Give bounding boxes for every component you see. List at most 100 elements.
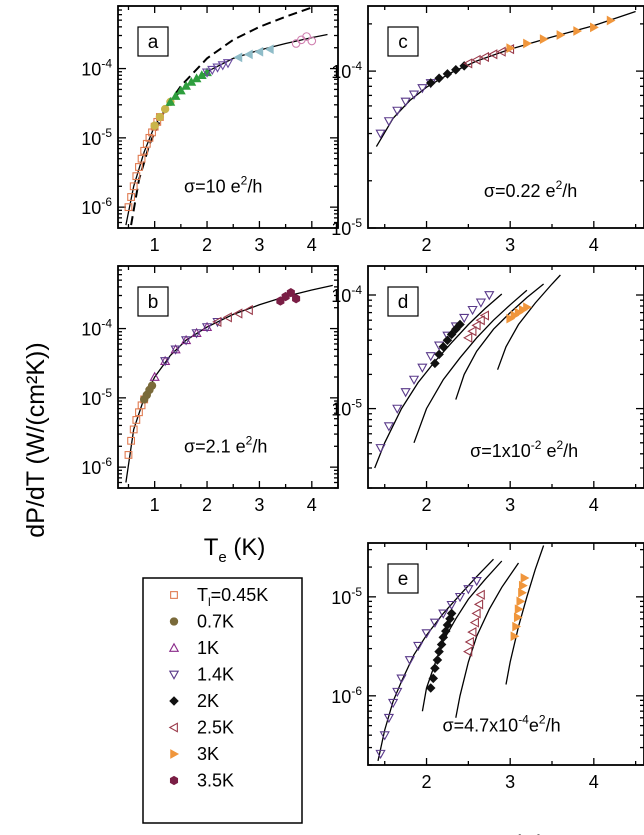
series-c-3 <box>506 15 616 54</box>
data-point <box>243 304 253 316</box>
data-point <box>375 444 386 454</box>
data-points-c <box>375 15 616 139</box>
data-point <box>425 683 436 693</box>
panel-label-a: a <box>137 26 169 57</box>
series-d-1 <box>430 319 465 369</box>
data-point <box>488 49 498 60</box>
data-point <box>459 313 470 324</box>
data-point <box>438 342 449 352</box>
data-point <box>165 96 176 106</box>
data-point <box>404 656 415 666</box>
data-point <box>471 608 481 619</box>
data-point <box>160 104 170 114</box>
y-tick-label: 10-6 <box>81 455 112 478</box>
data-point <box>243 49 253 60</box>
data-point <box>463 332 473 343</box>
panel-label-c: c <box>387 26 419 57</box>
panel-e: 2 3 4 10-6 10-5 e σ=4.7x10-4e2/h Te (K) <box>331 542 644 835</box>
legend-marker <box>168 642 180 652</box>
data-point <box>392 106 403 116</box>
series-e-2 <box>463 589 485 657</box>
data-point <box>506 313 516 324</box>
legend-marker <box>170 749 180 759</box>
data-point <box>408 375 420 385</box>
data-point <box>473 599 484 610</box>
data-point <box>150 121 159 130</box>
data-point <box>436 639 447 650</box>
x-tick-label: 4 <box>589 772 599 792</box>
y-ticks-b <box>118 265 338 489</box>
data-point <box>510 310 520 321</box>
data-point <box>518 587 527 598</box>
data-point <box>212 317 223 328</box>
data-point <box>518 304 528 315</box>
data-point <box>379 731 390 741</box>
y-tick-label: 10-4 <box>81 317 112 340</box>
series-c-2 <box>463 44 515 69</box>
series-e-0 <box>375 576 482 760</box>
x-tick-label: 1 <box>150 495 160 515</box>
fit-line-d-3 <box>496 274 561 370</box>
data-point <box>149 371 160 381</box>
legend-label: 2.5K <box>197 718 234 738</box>
legend-marker <box>170 591 178 599</box>
y-ticks-d <box>368 294 644 489</box>
series-e-3 <box>510 573 530 642</box>
x-tick-label: 2 <box>202 235 212 255</box>
data-point <box>132 172 141 181</box>
panel-label-e: e <box>387 563 419 594</box>
data-point <box>417 363 428 373</box>
y-ticks-a <box>118 5 338 229</box>
panel-c: 2 3 4 10-5 10-4 c σ=0.22 e2/h <box>331 5 644 255</box>
legend-label: 2K <box>197 691 219 711</box>
data-point <box>400 97 411 107</box>
data-point <box>518 580 528 591</box>
x-tick-label: 4 <box>307 495 317 515</box>
annotation-b: σ=2.1 e2/h <box>184 433 267 456</box>
data-point <box>441 626 451 636</box>
data-point <box>392 404 403 414</box>
data-point <box>438 609 449 619</box>
data-point <box>148 128 156 137</box>
x-tick-label: 4 <box>589 235 599 255</box>
data-point <box>446 608 457 619</box>
legend-label: 3.5K <box>197 771 234 791</box>
y-tick-label: 10-4 <box>331 59 362 82</box>
data-point <box>292 294 301 304</box>
legend-frame <box>142 577 303 824</box>
data-point <box>264 44 274 55</box>
x-ticks-a <box>127 6 339 228</box>
data-point <box>408 90 420 100</box>
data-point <box>135 163 143 171</box>
data-point <box>467 627 477 638</box>
data-point <box>446 329 457 340</box>
x-tick-label: 3 <box>505 495 515 515</box>
data-point <box>429 618 441 628</box>
plot-frame-e <box>367 542 644 766</box>
data-point <box>212 316 222 327</box>
data-point <box>375 749 386 760</box>
data-point <box>170 345 181 355</box>
data-point <box>434 646 444 657</box>
data-point <box>496 46 506 57</box>
data-point <box>396 674 407 684</box>
series-a-3 <box>201 59 234 78</box>
data-point <box>127 436 136 445</box>
data-point <box>129 425 138 434</box>
data-point <box>201 323 213 333</box>
fit-lines-d <box>374 274 561 469</box>
panels-layer: 1 2 3 4 10-6 10-5 10-4 a σ=10 e2/h 1 2 3 4 10-6 10-5 10… <box>81 5 644 835</box>
data-point <box>207 65 218 76</box>
data-point <box>191 329 202 339</box>
data-point <box>475 315 485 326</box>
data-point <box>145 133 154 142</box>
x-ticks-c <box>384 6 637 228</box>
svg-text:b: b <box>148 292 159 313</box>
data-point <box>516 596 526 607</box>
y-ticks-e <box>368 548 644 766</box>
data-point <box>539 34 549 44</box>
data-point <box>124 203 133 212</box>
data-point <box>514 307 524 318</box>
fit-line-d-2 <box>455 283 545 400</box>
